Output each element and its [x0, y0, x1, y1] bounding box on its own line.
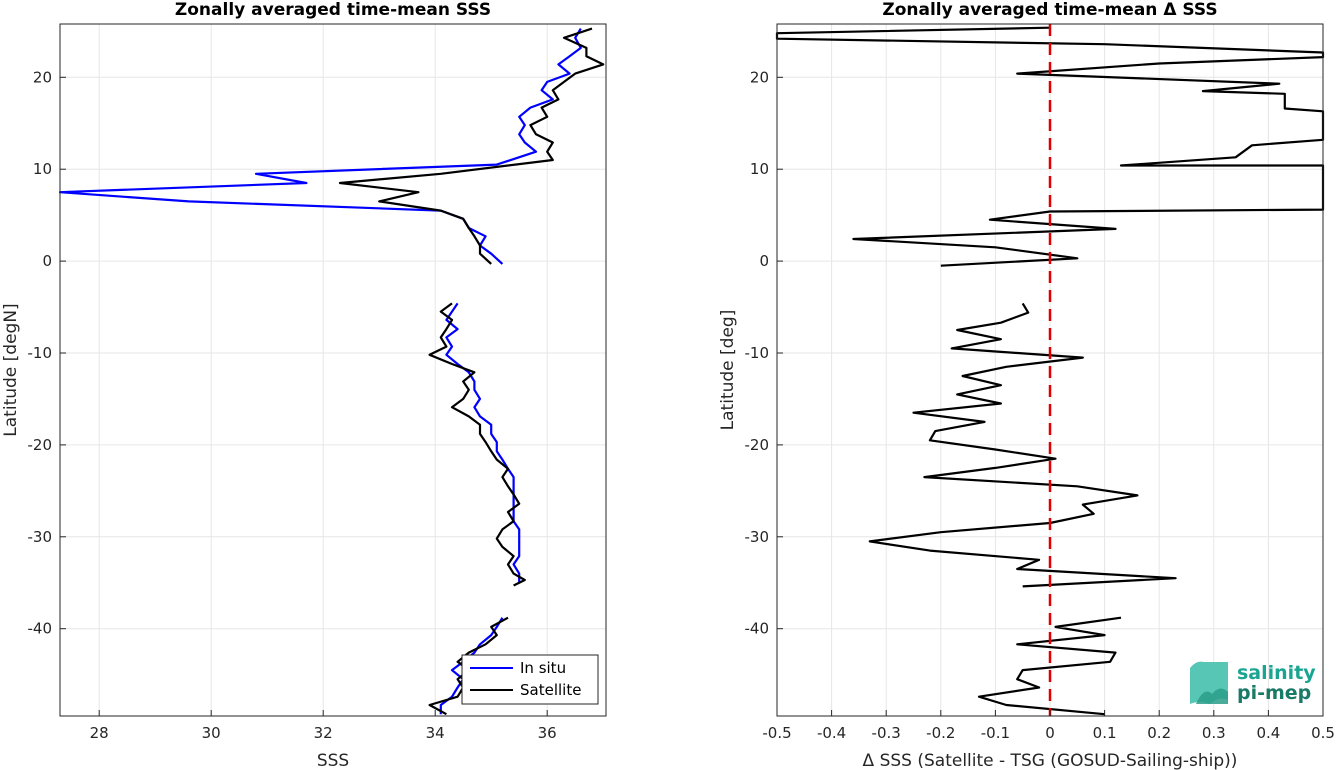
left-xtick-label: 34	[426, 724, 445, 742]
left-ytick-label: 20	[33, 68, 52, 86]
right-xtick-label: 0.4	[1256, 724, 1280, 742]
right-xtick-label: -0.1	[981, 724, 1010, 742]
left-xlabel: SSS	[317, 751, 349, 770]
left-xtick-label: 28	[90, 724, 109, 742]
logo-text-salinity: salinity	[1237, 662, 1316, 684]
left-series-satellite-segment-0	[338, 27, 605, 265]
salinity-pi-mep-logo: salinity pi-mep	[1190, 661, 1316, 704]
left-axes-frame	[59, 23, 607, 717]
logo-wave-front-icon	[1196, 688, 1228, 704]
left-ytick-label: -20	[28, 436, 53, 454]
left-ytick-label: -10	[28, 344, 53, 362]
right-xtick-label: 0.1	[1093, 724, 1117, 742]
right-title: Zonally averaged time-mean Δ SSS	[882, 0, 1217, 20]
logo-text-pi-mep: pi-mep	[1237, 682, 1311, 704]
left-series-satellite-segment-1	[428, 302, 526, 587]
left-ytick-label: -30	[28, 528, 53, 546]
legend-label-satellite: Satellite	[520, 681, 581, 699]
left-ticks: 28 30 32 34 36 -40 -30 -20 -10 0 10 20	[28, 68, 557, 742]
left-ylabel: Latitude [degN]	[1, 303, 21, 436]
right-xtick-label: -0.5	[762, 724, 791, 742]
right-ticks: -0.5 -0.4 -0.3 -0.2 -0.1 0 0.1 0.2 0.3 0.4 0.5 -40 -…	[745, 68, 1335, 742]
right-ytick-label: 10	[750, 160, 769, 178]
right-ytick-label: -10	[745, 344, 770, 362]
right-xtick-label: 0.2	[1147, 724, 1171, 742]
legend-box	[461, 654, 599, 705]
left-xtick-label: 32	[314, 724, 333, 742]
legend: In situ Satellite	[461, 654, 599, 705]
left-series	[58, 27, 605, 716]
right-series-delta-sss-segment-1	[868, 302, 1177, 588]
left-ytick-label: 0	[42, 252, 52, 270]
left-title: Zonally averaged time-mean SSS	[175, 0, 491, 20]
right-ytick-label: -20	[745, 436, 770, 454]
right-xtick-label: -0.4	[817, 724, 846, 742]
right-xtick-label: 0.5	[1311, 724, 1335, 742]
left-xtick-label: 36	[538, 724, 557, 742]
right-axes: -0.5 -0.4 -0.3 -0.2 -0.1 0 0.1 0.2 0.3 0.4 0.5 -40 -…	[718, 0, 1335, 770]
right-ytick-label: 20	[750, 68, 769, 86]
right-xtick-label: 0	[1045, 724, 1055, 742]
left-ytick-label: 10	[33, 160, 52, 178]
right-ylabel: Latitude [deg]	[718, 310, 738, 431]
right-xtick-label: -0.3	[872, 724, 901, 742]
right-xlabel: Δ SSS (Satellite - TSG (GOSUD-Sailing-sh…	[863, 751, 1238, 770]
right-ytick-label: 0	[759, 252, 769, 270]
right-xtick-label: -0.2	[926, 724, 955, 742]
left-xtick-label: 30	[202, 724, 221, 742]
left-series-in-situ-segment-0	[58, 28, 582, 265]
right-xtick-label: 0.3	[1202, 724, 1226, 742]
left-series-in-situ-segment-1	[445, 302, 521, 583]
right-series-delta-sss-segment-2	[977, 616, 1122, 716]
left-axes: 28 30 32 34 36 -40 -30 -20 -10 0 10 20 Zonally aver…	[1, 0, 607, 770]
left-grid	[60, 24, 606, 716]
right-ytick-label: -40	[745, 620, 770, 638]
left-ytick-label: -40	[28, 620, 53, 638]
legend-label-in-situ: In situ	[520, 659, 566, 677]
right-ytick-label: -30	[745, 528, 770, 546]
